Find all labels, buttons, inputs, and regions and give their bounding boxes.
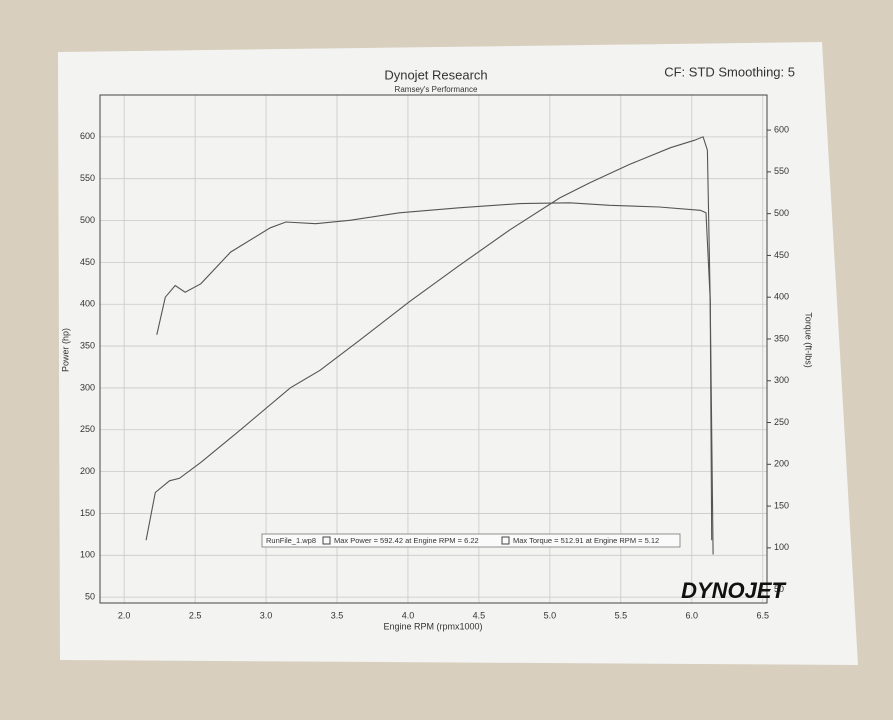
legend-box bbox=[261, 533, 681, 548]
x-tick-label: 2.5 bbox=[189, 610, 202, 620]
legend-file: RunFile_1.wp8 bbox=[266, 536, 316, 545]
y-tick-label: 150 bbox=[80, 508, 95, 518]
y2-tick-label: 250 bbox=[774, 417, 789, 427]
y2-tick-label: 200 bbox=[774, 459, 789, 469]
y2-tick-label: 450 bbox=[774, 250, 789, 260]
legend-entry: Max Torque = 512.91 at Engine RPM = 5.12 bbox=[513, 536, 659, 545]
x-tick-label: 5.0 bbox=[544, 610, 557, 620]
plot-frame bbox=[99, 94, 768, 604]
chart-title: Dynojet Research bbox=[384, 67, 487, 82]
y-tick-label: 600 bbox=[80, 131, 95, 141]
y2-tick-label: 550 bbox=[774, 166, 789, 176]
y2-tick-label: 150 bbox=[774, 500, 789, 510]
y-tick-label: 350 bbox=[80, 340, 95, 350]
y-tick-label: 400 bbox=[80, 299, 95, 309]
y2-tick-label: 350 bbox=[774, 333, 789, 343]
y-tick-label: 550 bbox=[80, 173, 95, 183]
logo: DYNOJET bbox=[681, 578, 786, 603]
x-tick-label: 3.0 bbox=[260, 610, 273, 620]
y-tick-label: 100 bbox=[80, 550, 95, 560]
x-tick-label: 5.5 bbox=[615, 610, 628, 620]
y-tick-label: 500 bbox=[80, 215, 95, 225]
y-tick-label: 250 bbox=[80, 424, 95, 434]
x-tick-label: 2.0 bbox=[118, 610, 131, 620]
legend-swatch bbox=[501, 536, 510, 545]
y2-tick-label: 500 bbox=[774, 208, 789, 218]
x-tick-label: 4.5 bbox=[473, 610, 486, 620]
series-line bbox=[156, 202, 714, 555]
y-axis-label: Power (hp) bbox=[60, 328, 70, 372]
y2-tick-label: 300 bbox=[774, 375, 789, 385]
y-tick-label: 200 bbox=[80, 466, 95, 476]
chart-subtitle: Ramsey's Performance bbox=[395, 85, 478, 94]
y-tick-label: 450 bbox=[80, 257, 95, 267]
y-tick-label: 50 bbox=[85, 592, 95, 602]
x-axis-label: Engine RPM (rpmx1000) bbox=[383, 621, 482, 631]
y2-tick-label: 600 bbox=[774, 124, 789, 134]
x-tick-label: 6.5 bbox=[756, 610, 769, 620]
x-tick-label: 3.5 bbox=[331, 610, 344, 620]
legend-entry: Max Power = 592.42 at Engine RPM = 6.22 bbox=[334, 536, 479, 545]
y2-tick-label: 100 bbox=[774, 542, 789, 552]
legend-swatch bbox=[322, 536, 331, 545]
header-right: CF: STD Smoothing: 5 bbox=[664, 64, 795, 79]
y2-tick-label: 50 bbox=[774, 584, 784, 594]
x-tick-label: 4.0 bbox=[402, 610, 415, 620]
y-tick-label: 300 bbox=[80, 382, 95, 392]
series-line bbox=[145, 136, 713, 541]
x-tick-label: 6.0 bbox=[686, 610, 699, 620]
y2-tick-label: 400 bbox=[774, 292, 789, 302]
paper bbox=[58, 42, 858, 665]
y2-axis-label: Torque (ft-lbs) bbox=[804, 312, 814, 368]
